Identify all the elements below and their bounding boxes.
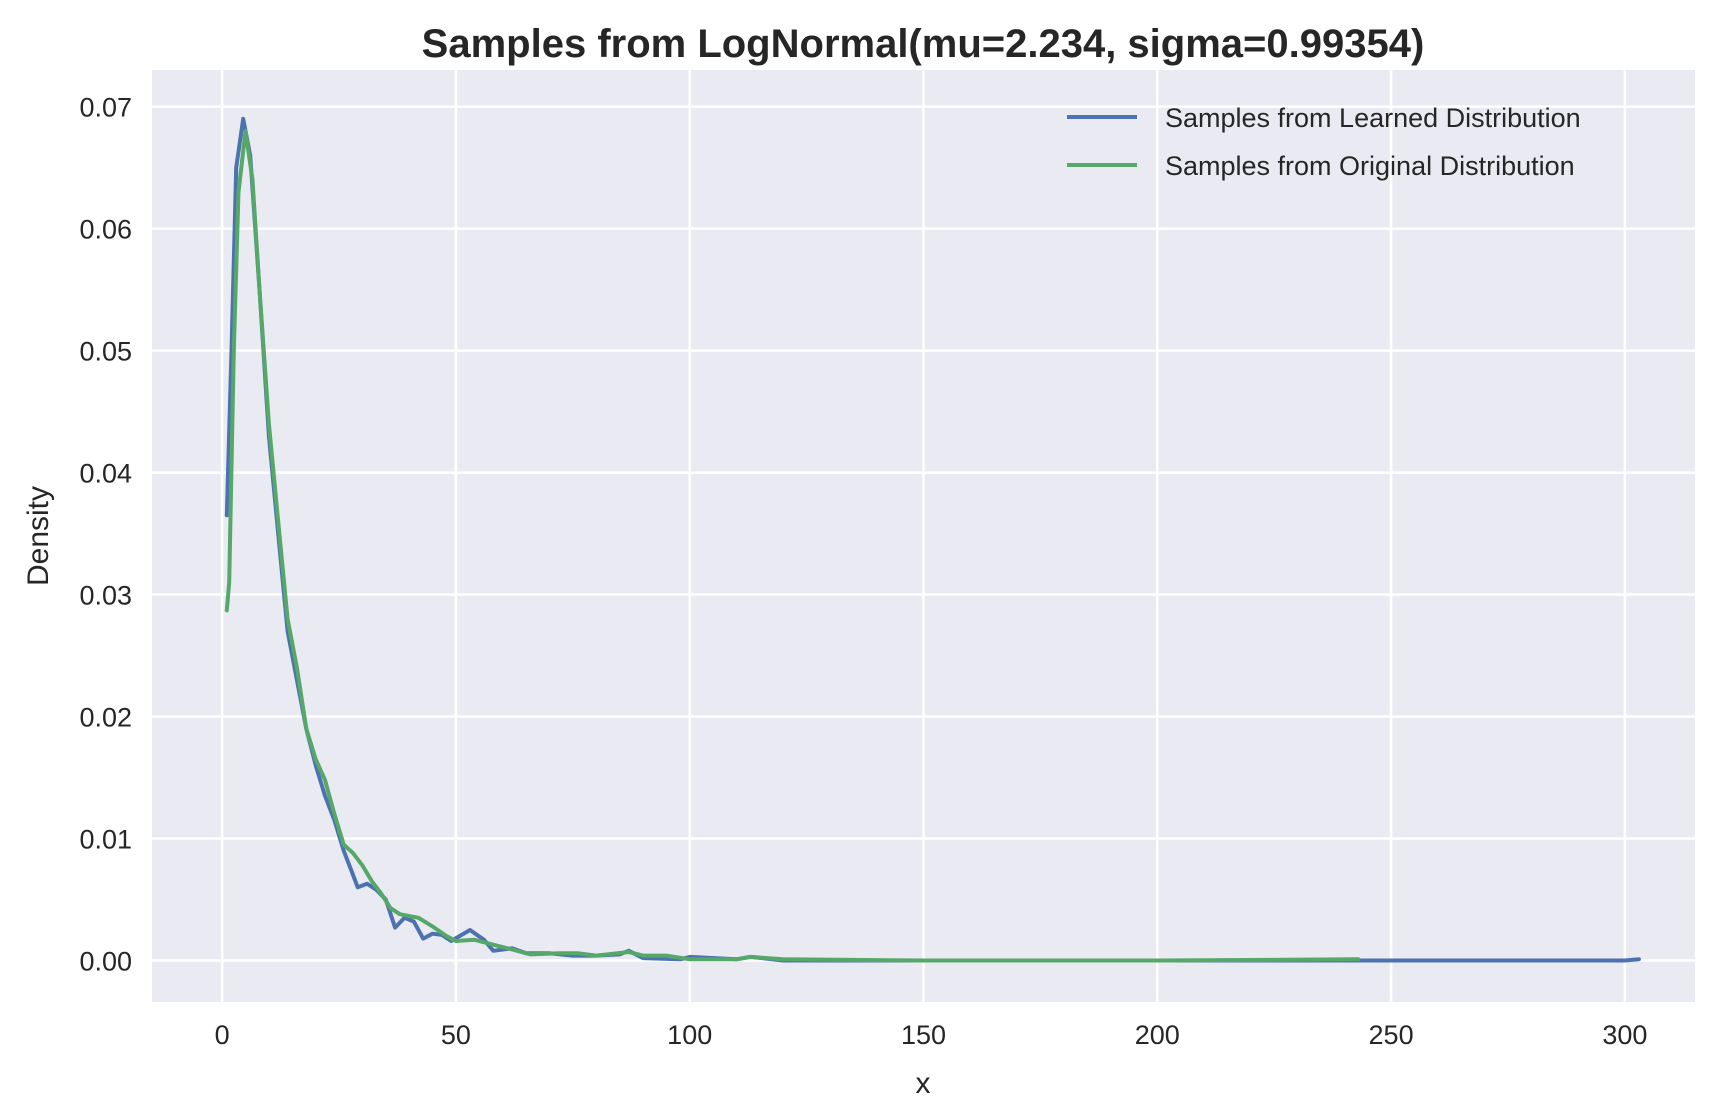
y-tick-label: 0.00	[79, 947, 132, 977]
x-tick-label: 100	[667, 1020, 712, 1050]
x-axis-label: x	[916, 1067, 931, 1100]
grid	[152, 70, 1695, 1002]
y-tick-label: 0.03	[79, 581, 132, 611]
y-axis-label: Density	[22, 486, 55, 586]
series-lines	[224, 116, 1641, 963]
chart-title: Samples from LogNormal(mu=2.234, sigma=0…	[422, 22, 1425, 66]
legend: Samples from Learned Distribution Sample…	[1067, 103, 1581, 181]
y-tick-label: 0.02	[79, 703, 132, 733]
x-tick-label: 150	[901, 1020, 946, 1050]
tick-labels: 0 50 100 150 200 250 300 0.00 0.01 0.02 0.03 0.04 0.…	[79, 93, 1647, 1050]
x-tick-label: 200	[1135, 1020, 1180, 1050]
series-line-1	[224, 129, 1361, 963]
y-tick-label: 0.04	[79, 459, 132, 489]
y-tick-label: 0.05	[79, 337, 132, 367]
legend-label-original: Samples from Original Distribution	[1165, 151, 1575, 181]
x-tick-label: 0	[215, 1020, 230, 1050]
x-tick-label: 250	[1369, 1020, 1414, 1050]
x-tick-label: 50	[441, 1020, 471, 1050]
y-tick-label: 0.01	[79, 825, 132, 855]
y-tick-label: 0.06	[79, 215, 132, 245]
y-tick-label: 0.07	[79, 93, 132, 123]
x-tick-label: 300	[1602, 1020, 1647, 1050]
legend-label-learned: Samples from Learned Distribution	[1165, 103, 1581, 133]
